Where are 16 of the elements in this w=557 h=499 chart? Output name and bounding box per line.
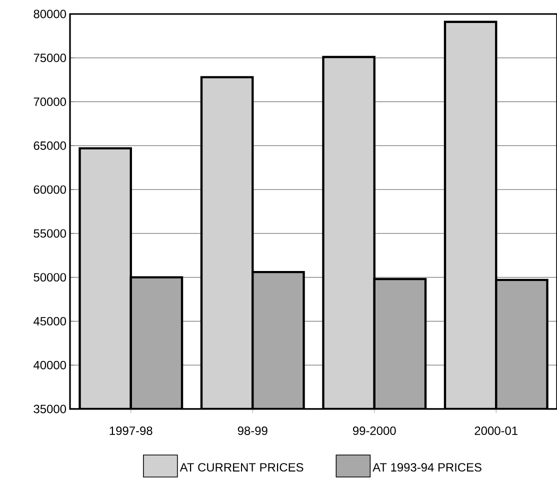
y-tick-label: 40000 (34, 360, 66, 370)
y-tick-label: 55000 (34, 229, 66, 238)
legend-label: AT CURRENT PRICES (180, 463, 304, 472)
y-tick-label: 75000 (34, 54, 66, 62)
y-tick-label: 60000 (34, 185, 66, 194)
x-tick-label: 99-2000 (353, 426, 396, 435)
y-tick-label: 50000 (34, 273, 66, 282)
y-tick-label: 45000 (34, 316, 66, 326)
y-tick-label: 65000 (34, 141, 66, 150)
y-tick-label: 80000 (34, 10, 66, 18)
x-tick-label: 2000-01 (474, 426, 518, 435)
x-tick-label: 1997-98 (110, 426, 152, 435)
y-tick-label: 35000 (34, 404, 66, 414)
legend-label: AT 1993-94 PRICES (372, 463, 482, 472)
x-tick-label: 98-99 (238, 426, 268, 435)
y-tick-label: 70000 (34, 98, 66, 106)
